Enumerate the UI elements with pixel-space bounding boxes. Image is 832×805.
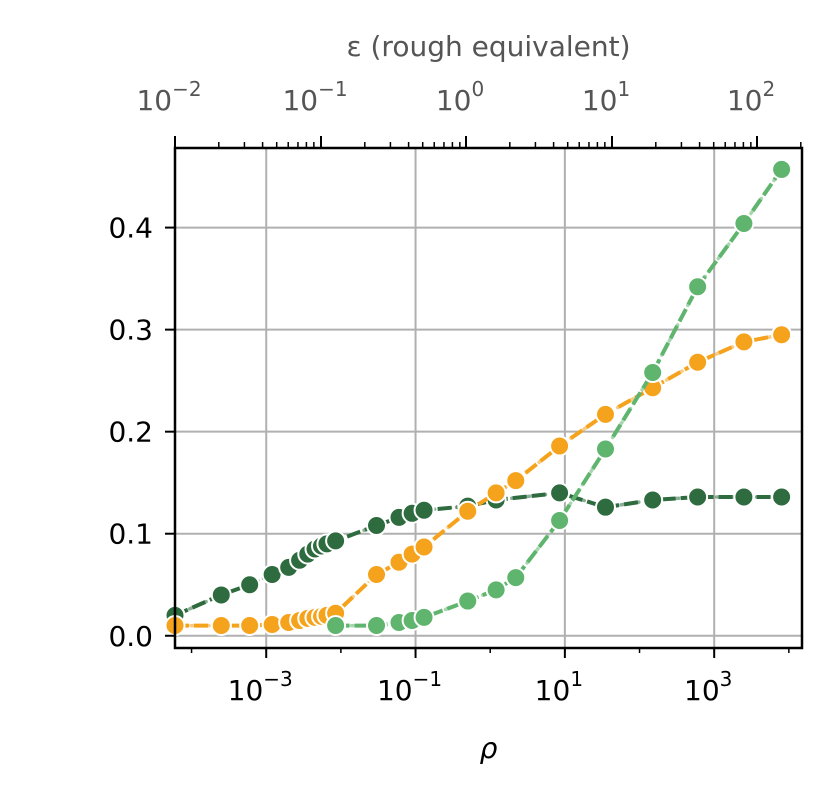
top-tick-label: 10−1 (282, 77, 347, 117)
data-point (210, 615, 232, 637)
data-point (505, 567, 527, 589)
data-point (413, 499, 435, 521)
top-axis-label: ε (rough equivalent) (346, 30, 630, 63)
data-point (413, 536, 435, 558)
data-point (485, 579, 507, 601)
top-tick-label: 100 (436, 77, 484, 117)
series-3 (325, 158, 793, 637)
data-point (549, 482, 571, 504)
data-point (239, 574, 261, 596)
y-axis-ticks: 0.0 0.1 0.2 0.3 0.4 (108, 212, 175, 653)
data-point (457, 590, 479, 612)
x-tick-label: 10−3 (228, 667, 293, 707)
data-point (210, 584, 232, 606)
data-point (366, 515, 388, 537)
x-tick-label: 101 (535, 667, 583, 707)
x-axis-label: ρ (480, 732, 498, 765)
y-tick-label: 0.4 (108, 212, 153, 245)
y-tick-label: 0.1 (108, 518, 153, 551)
data-point (325, 615, 347, 637)
series-layer (164, 158, 793, 637)
data-point (733, 486, 755, 508)
x-tick-label: 103 (684, 667, 732, 707)
data-point (687, 351, 709, 373)
top-axis-ticks: 10−2 10−1 100 101 102 (136, 77, 802, 148)
data-point (239, 615, 261, 637)
data-point (366, 615, 388, 637)
data-point (549, 509, 571, 531)
series-line-dotted (173, 491, 784, 618)
data-point (733, 331, 755, 353)
data-point (549, 435, 571, 457)
data-point (642, 361, 664, 383)
data-point (771, 486, 793, 508)
grid-lines (175, 148, 802, 648)
x-axis-ticks: 10−3 10−1 101 103 (190, 648, 790, 707)
top-tick-label: 102 (727, 77, 775, 117)
plot-frame (173, 146, 804, 650)
data-point (505, 470, 527, 492)
data-point (642, 489, 664, 511)
data-point (733, 213, 755, 235)
series-2 (164, 324, 793, 637)
data-point (771, 324, 793, 346)
y-tick-label: 0.0 (108, 620, 153, 653)
data-point (771, 158, 793, 180)
top-tick-label: 10−2 (136, 77, 201, 117)
data-point (457, 500, 479, 522)
data-point (594, 403, 616, 425)
data-point (325, 530, 347, 552)
data-point (687, 276, 709, 298)
x-tick-label: 10−1 (377, 667, 442, 707)
data-point (594, 438, 616, 460)
series-1 (164, 482, 793, 626)
data-point (366, 564, 388, 586)
data-point (594, 496, 616, 518)
data-point (485, 482, 507, 504)
data-point (413, 606, 435, 628)
data-point (687, 486, 709, 508)
top-tick-label: 101 (582, 77, 630, 117)
y-tick-label: 0.2 (108, 416, 153, 449)
y-tick-label: 0.3 (108, 314, 153, 347)
